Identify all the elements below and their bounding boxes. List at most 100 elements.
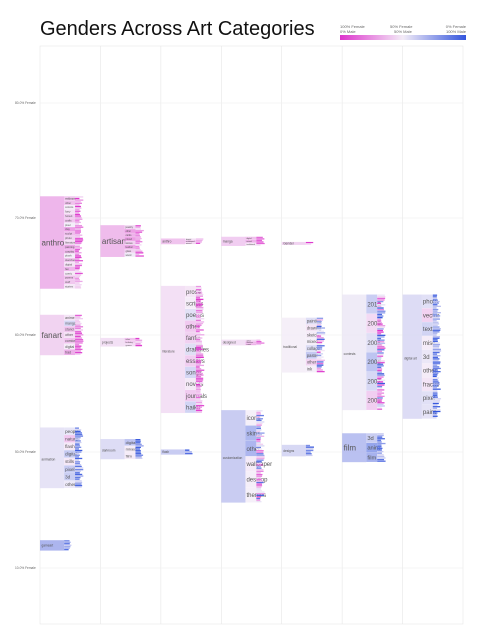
subcategory-label: comics [65,339,76,343]
subcategory-label: fractal [423,382,439,388]
strip-mark [75,252,82,254]
strip-mark [135,445,144,447]
subcategory-cell [64,332,76,338]
strip-mark [377,454,384,456]
strip-mark [75,318,83,320]
row-label: 50-0% Female [15,450,36,454]
subcategory-cell [305,338,317,345]
strip-mark [75,287,82,289]
subcategory-cell [421,377,433,391]
strip-mark [256,489,263,492]
strip-mark [377,325,386,327]
strip-mark [135,341,143,343]
strip-mark [195,334,205,336]
strip-mark [75,268,80,270]
strip-mark [432,359,439,362]
subcategory-cell [245,487,257,503]
subcategory-cell [421,349,433,364]
strip-mark [135,249,141,251]
strip-mark [75,256,82,259]
subcategory-cell [421,294,433,309]
row-label: 70-0% Female [15,216,36,220]
strip-mark [195,363,201,365]
subcategory-label: digital [65,452,77,457]
subcategory-label: other [126,338,131,341]
strip-mark [256,242,265,245]
strip-mark [256,485,263,487]
strip-mark [316,345,325,347]
strip-mark [75,430,81,432]
block-label: traditional [283,345,297,349]
strip-mark [195,355,204,357]
strip-mark [432,350,442,352]
strip-mark [432,307,437,309]
strip-mark [432,396,438,398]
strip-mark [75,250,79,252]
subcategory-label: stuff [65,280,70,284]
strip-mark [75,209,80,211]
strip-mark [256,430,261,433]
strip-mark [377,406,382,409]
strip-mark [377,308,384,311]
subcategory-label: games [126,345,132,347]
block-label: darkroom [102,449,116,453]
strip-mark [256,414,264,417]
subcategory-label: poems [65,277,74,280]
strip-mark [432,313,438,315]
strip-mark [135,446,141,449]
strip-mark [316,349,325,352]
subcategory-cell [64,435,76,443]
strip-mark [195,330,200,333]
strip-mark [377,403,384,406]
subcategory-cell [185,389,196,402]
strip-mark [316,348,323,350]
strip-mark [256,422,263,425]
strip-mark [195,356,204,359]
subcategory-label: digital [246,237,252,240]
strip-mark [75,213,80,216]
strip-mark [135,448,140,450]
strip-mark [195,406,203,408]
strip-mark [195,319,201,321]
strip-mark [195,367,202,370]
strip-mark [432,332,438,335]
strip-mark [377,402,385,404]
subcategory-cell [305,365,317,373]
block-label: anthro [42,238,65,247]
strip-mark [195,287,202,289]
strip-mark [256,432,265,434]
strip-mark [305,241,314,244]
strip-mark [75,247,83,249]
strip-mark [377,363,384,365]
subcategory-cell [64,314,76,321]
strip-mark [195,321,205,323]
strip-mark [432,375,437,378]
strip-mark [75,342,83,344]
strip-mark [256,429,262,431]
block-flash [160,449,186,455]
strip-mark [432,367,441,370]
strip-mark [377,442,386,445]
subcategory-label: comics [65,205,74,209]
subcategory-label: crafts [65,218,72,222]
strip-mark [432,390,438,392]
subcategory-label: stories [65,284,73,288]
strip-mark [75,197,80,200]
strip-mark [135,239,141,241]
strip-mark [195,403,203,405]
block-contests [342,294,367,411]
strip-mark [75,486,82,488]
subcategory-cell [421,308,433,322]
subcategory-cell [64,257,76,263]
block-customization [221,410,246,503]
subcategory-cell [124,237,136,241]
strip-mark [432,308,439,311]
block-label: projects [102,340,114,344]
strip-mark [432,334,437,336]
strip-mark [305,243,312,245]
strip-mark [256,410,263,412]
strip-mark [377,438,385,440]
subcategory-label: paint [423,410,436,416]
strip-mark [135,457,143,459]
strip-mark [377,368,383,370]
